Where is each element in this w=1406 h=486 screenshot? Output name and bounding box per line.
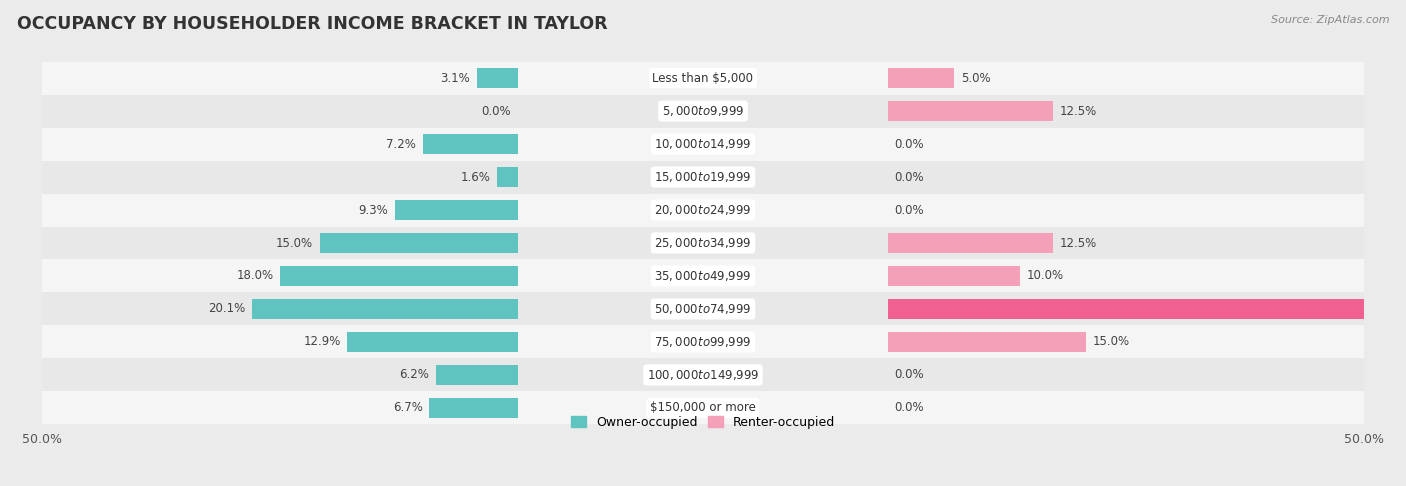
Bar — [280, 266, 517, 286]
Bar — [42, 127, 1364, 160]
Bar — [42, 391, 1364, 424]
Text: 12.5%: 12.5% — [1060, 104, 1097, 118]
Text: $75,000 to $99,999: $75,000 to $99,999 — [654, 335, 752, 349]
Bar — [889, 233, 1053, 253]
Bar — [496, 167, 517, 187]
Bar — [42, 293, 1364, 326]
Text: 10.0%: 10.0% — [1026, 269, 1064, 282]
Bar — [436, 364, 517, 385]
Text: Source: ZipAtlas.com: Source: ZipAtlas.com — [1271, 15, 1389, 25]
Bar — [42, 326, 1364, 359]
Bar — [889, 101, 1053, 122]
Text: 0.0%: 0.0% — [894, 171, 924, 184]
Text: 12.5%: 12.5% — [1060, 237, 1097, 249]
Bar — [423, 134, 517, 154]
Bar — [42, 260, 1364, 293]
Text: 7.2%: 7.2% — [387, 138, 416, 151]
Bar — [319, 233, 517, 253]
Text: 9.3%: 9.3% — [359, 204, 388, 217]
Bar — [42, 226, 1364, 260]
Text: 1.6%: 1.6% — [460, 171, 491, 184]
Text: 18.0%: 18.0% — [236, 269, 273, 282]
Bar — [889, 332, 1087, 352]
Text: 5.0%: 5.0% — [960, 71, 990, 85]
Bar — [889, 299, 1406, 319]
Text: $35,000 to $49,999: $35,000 to $49,999 — [654, 269, 752, 283]
Text: $15,000 to $19,999: $15,000 to $19,999 — [654, 170, 752, 184]
Bar — [395, 200, 517, 220]
Text: 6.2%: 6.2% — [399, 368, 429, 382]
Text: Less than $5,000: Less than $5,000 — [652, 71, 754, 85]
Bar — [889, 68, 955, 88]
Bar — [429, 398, 517, 418]
Legend: Owner-occupied, Renter-occupied: Owner-occupied, Renter-occupied — [571, 416, 835, 429]
Bar — [889, 266, 1021, 286]
Bar — [252, 299, 517, 319]
Text: 15.0%: 15.0% — [1092, 335, 1130, 348]
Text: 15.0%: 15.0% — [276, 237, 314, 249]
Bar — [42, 193, 1364, 226]
Bar — [42, 160, 1364, 193]
Text: $100,000 to $149,999: $100,000 to $149,999 — [647, 368, 759, 382]
Text: 0.0%: 0.0% — [894, 138, 924, 151]
Text: 20.1%: 20.1% — [208, 302, 246, 315]
Text: 3.1%: 3.1% — [440, 71, 471, 85]
Text: $20,000 to $24,999: $20,000 to $24,999 — [654, 203, 752, 217]
Text: 0.0%: 0.0% — [482, 104, 512, 118]
Text: 6.7%: 6.7% — [392, 401, 423, 415]
Text: 12.9%: 12.9% — [304, 335, 340, 348]
Text: $25,000 to $34,999: $25,000 to $34,999 — [654, 236, 752, 250]
Bar — [347, 332, 517, 352]
Text: 0.0%: 0.0% — [894, 401, 924, 415]
Bar — [477, 68, 517, 88]
Bar — [42, 62, 1364, 95]
Bar — [42, 359, 1364, 391]
Bar — [42, 95, 1364, 127]
Text: $150,000 or more: $150,000 or more — [650, 401, 756, 415]
Text: OCCUPANCY BY HOUSEHOLDER INCOME BRACKET IN TAYLOR: OCCUPANCY BY HOUSEHOLDER INCOME BRACKET … — [17, 15, 607, 33]
Text: $50,000 to $74,999: $50,000 to $74,999 — [654, 302, 752, 316]
Text: 0.0%: 0.0% — [894, 204, 924, 217]
Text: 0.0%: 0.0% — [894, 368, 924, 382]
Text: $5,000 to $9,999: $5,000 to $9,999 — [662, 104, 744, 118]
Text: $10,000 to $14,999: $10,000 to $14,999 — [654, 137, 752, 151]
